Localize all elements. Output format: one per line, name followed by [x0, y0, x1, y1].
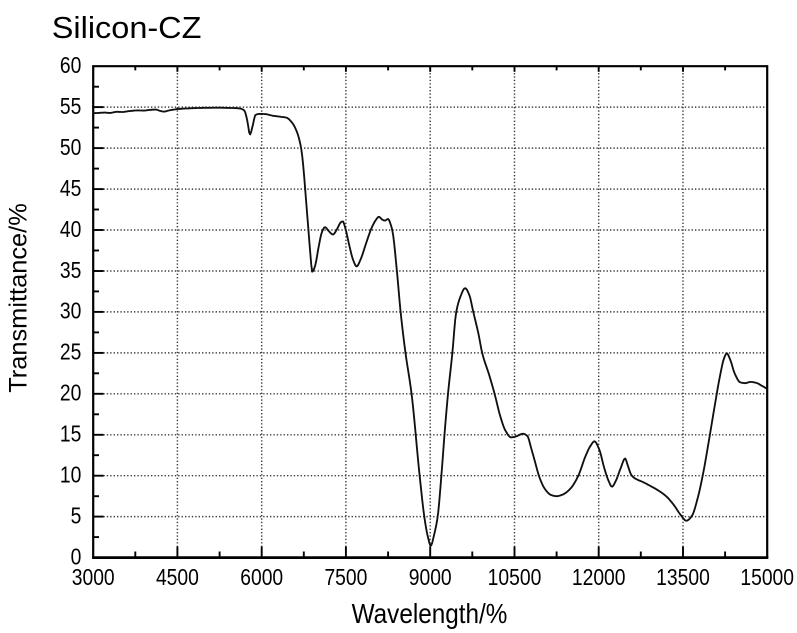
svg-text:50: 50: [60, 135, 81, 160]
svg-text:45: 45: [60, 176, 81, 201]
svg-text:Silicon-CZ: Silicon-CZ: [52, 11, 202, 45]
svg-text:Wavelength/%: Wavelength/%: [352, 597, 508, 629]
svg-text:40: 40: [60, 217, 81, 242]
svg-text:7500: 7500: [324, 564, 367, 590]
svg-text:60: 60: [60, 54, 81, 79]
svg-text:Transmittance/%: Transmittance/%: [5, 203, 33, 393]
svg-text:15000: 15000: [740, 564, 794, 590]
svg-text:30: 30: [60, 299, 81, 324]
svg-text:5: 5: [71, 504, 82, 529]
svg-text:6000: 6000: [240, 564, 283, 590]
svg-text:0: 0: [71, 545, 82, 570]
svg-text:10: 10: [60, 463, 81, 488]
svg-text:25: 25: [60, 340, 81, 365]
svg-text:55: 55: [60, 94, 81, 119]
svg-text:3000: 3000: [72, 564, 115, 590]
svg-text:13500: 13500: [656, 564, 710, 590]
svg-text:9000: 9000: [409, 564, 452, 590]
svg-text:4500: 4500: [156, 564, 199, 590]
svg-text:12000: 12000: [572, 564, 626, 590]
svg-text:20: 20: [60, 381, 81, 406]
svg-text:10500: 10500: [488, 564, 542, 590]
svg-text:15: 15: [60, 422, 81, 447]
svg-text:35: 35: [60, 258, 81, 283]
